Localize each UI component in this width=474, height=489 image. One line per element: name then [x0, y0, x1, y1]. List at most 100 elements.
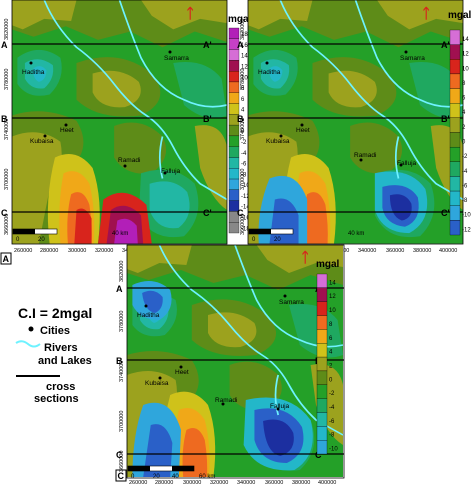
colorbar-tick-label: 10 [462, 66, 469, 72]
colorbar-tick-label: -2 [462, 154, 468, 160]
colorbar-tick-label: 8 [462, 81, 466, 87]
colorbar-tick-label: 6 [462, 96, 466, 102]
colorbar-swatch [449, 176, 461, 192]
scale-0: 0 [131, 474, 135, 480]
city-dot-icon [28, 326, 34, 332]
colorbar-tick-label: 16 [241, 43, 248, 49]
colorbar-swatch [449, 59, 461, 75]
scale-40km: 40 km [112, 231, 128, 237]
colorbar-swatch [449, 205, 461, 221]
svg-text:400000: 400000 [318, 480, 336, 484]
scale-0: 0 [16, 237, 20, 243]
colorbar-swatch [316, 329, 328, 344]
colorbar-swatch [228, 60, 240, 72]
section-c-right: C' [441, 208, 450, 218]
scale-0: 0 [252, 237, 256, 243]
section-b-left: B [237, 114, 244, 124]
scale-20: 20 [274, 237, 281, 243]
svg-text:360000: 360000 [265, 480, 283, 484]
colorbar-swatch [316, 384, 328, 399]
colorbar-tick-label: 2 [329, 363, 333, 369]
city-kubaisa: Kubaisa [30, 138, 54, 145]
colorbar-tick-label: 6 [241, 97, 245, 103]
panel-c-x-ticks: 260000 280000 300000 320000 340000 36000… [129, 480, 336, 486]
city-falluja: Falluja [161, 168, 181, 175]
city-heet: Heet [60, 127, 74, 134]
colorbar-tick-label: -12 [241, 194, 250, 200]
section-a-right: A' [203, 40, 212, 50]
legend-rivers-line2: and Lakes [38, 355, 92, 367]
colorbar-tick-label: -8 [462, 198, 468, 204]
colorbar-swatch [228, 92, 240, 104]
colorbar-tick-label: -16 [241, 216, 250, 222]
colorbar-swatch [316, 412, 328, 427]
colorbar-swatch [316, 370, 328, 385]
svg-text:3780000: 3780000 [119, 311, 125, 332]
svg-text:280000: 280000 [40, 248, 58, 254]
colorbar-swatch [228, 124, 240, 137]
svg-text:3820000: 3820000 [119, 261, 125, 282]
colorbar-swatch [449, 161, 461, 177]
panel-c: A A' B B' C C' Haditha Samarra Heet Kuba… [115, 244, 345, 486]
colorbar-tick-label: -6 [462, 183, 468, 189]
city-heet: Heet [175, 369, 189, 376]
city-kubaisa: Kubaisa [266, 138, 290, 145]
panel-c-label: C [118, 471, 125, 481]
section-b-left: B [1, 114, 8, 124]
colorbar-swatch [316, 315, 328, 330]
section-b-left: B [116, 356, 123, 366]
section-c-left: C [237, 208, 244, 218]
colorbar-swatch [228, 27, 240, 39]
colorbar-tick-label: 14 [329, 280, 336, 286]
colorbar-tick-label: -12 [462, 227, 471, 233]
north-arrow-icon: ᛏ [186, 5, 194, 21]
svg-text:320000: 320000 [95, 248, 113, 254]
colorbar-tick-label: -8 [241, 172, 247, 178]
colorbar-swatch [228, 189, 240, 201]
section-c-left: C [1, 208, 8, 218]
scale-60km: 60 km [199, 474, 215, 480]
panel-c-colorbar: 14 12 10 8 6 4 2 0 -2 -4 -6 -8 -10 [316, 273, 338, 455]
panel-b-map [248, 0, 464, 244]
colorbar-tick-label: 10 [241, 75, 248, 81]
colorbar-tick-label: 18 [241, 32, 248, 38]
city-heet: Heet [296, 127, 310, 134]
panel-b: A A' B B' C C' Haditha Samarra Heet Kuba… [236, 0, 472, 265]
svg-text:3740000: 3740000 [240, 119, 246, 140]
scale-20: 20 [153, 474, 160, 480]
colorbar-tick-label: 2 [462, 125, 466, 131]
legend-cross-line1: cross [46, 381, 75, 393]
colorbar-swatch [449, 29, 461, 45]
colorbar-swatch [228, 157, 240, 169]
colorbar-tick-label: 0 [462, 139, 466, 145]
colorbar-tick-label: 10 [329, 308, 336, 314]
colorbar-swatch [228, 222, 240, 234]
colorbar-swatch [316, 426, 328, 441]
city-samarra: Samarra [400, 55, 425, 62]
colorbar-swatch [228, 71, 240, 83]
colorbar-swatch [449, 146, 461, 162]
colorbar-tick-label: 12 [329, 294, 336, 300]
city-haditha: Haditha [258, 69, 281, 76]
legend-contour-interval: C.I = 2mgal [18, 305, 92, 321]
legend-cities: Cities [40, 325, 70, 337]
svg-text:3820000: 3820000 [4, 19, 10, 40]
colorbar-tick-label: 0 [241, 129, 245, 135]
colorbar-tick-label: -8 [329, 433, 335, 439]
city-samarra: Samarra [279, 299, 304, 306]
colorbar-swatch [449, 103, 461, 119]
city-kubaisa: Kubaisa [145, 380, 169, 387]
svg-text:340000: 340000 [358, 248, 376, 254]
colorbar-tick-label: 4 [329, 350, 333, 356]
section-a-right: A' [441, 40, 450, 50]
svg-text:3700000: 3700000 [4, 169, 10, 190]
colorbar-swatch [316, 343, 328, 358]
colorbar-tick-label: 0 [329, 377, 333, 383]
panel-a-y-ticks: 3820000 3780000 3740000 3700000 3660000 [4, 19, 10, 235]
section-b-right: B' [441, 114, 450, 124]
colorbar-swatch [316, 273, 328, 288]
svg-text:3660000: 3660000 [4, 214, 10, 235]
colorbar-swatch [316, 398, 328, 413]
colorbar-swatch [449, 132, 461, 148]
panel-a-unit: mgal [228, 14, 252, 25]
